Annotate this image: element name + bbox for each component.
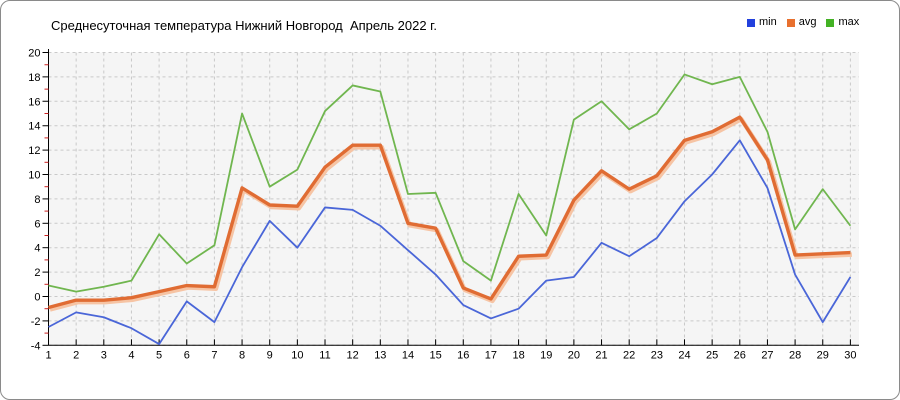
x-tick-label: 8: [239, 349, 245, 361]
y-tick-label: 12: [28, 145, 40, 157]
x-tick-label: 6: [184, 349, 190, 361]
x-tick-label: 7: [211, 349, 217, 361]
x-tick-label: 25: [706, 349, 718, 361]
y-tick-label: 4: [34, 243, 40, 255]
legend-swatch-avg: [786, 18, 795, 27]
legend-label-max: max: [838, 16, 860, 28]
x-tick-label: 10: [291, 349, 303, 361]
x-tick-label: 20: [568, 349, 580, 361]
legend: min avg max: [747, 16, 860, 28]
x-tick-label: 15: [429, 349, 441, 361]
x-tick-label: 28: [789, 349, 801, 361]
y-tick-label: 6: [34, 218, 40, 230]
legend-item-max: max: [826, 16, 860, 28]
min-line: [48, 139, 852, 345]
y-tick-label: 14: [28, 121, 40, 133]
x-tick-label: 22: [623, 349, 635, 361]
avg-line: [48, 115, 851, 310]
legend-item-avg: avg: [786, 16, 817, 28]
x-tick-label: 2: [73, 349, 79, 361]
legend-swatch-min: [747, 18, 755, 27]
x-tick-label: 26: [734, 349, 746, 361]
legend-swatch-max: [826, 18, 835, 27]
x-tick-label: 9: [267, 349, 273, 361]
x-tick-label: 29: [817, 349, 829, 361]
plot-area: [48, 52, 859, 346]
legend-label-avg: avg: [798, 16, 817, 28]
y-tick-label: 16: [28, 96, 40, 108]
y-tick-label: 20: [28, 48, 40, 60]
y-tick-label: 2: [34, 267, 40, 279]
x-tick-label: 18: [512, 349, 524, 361]
legend-label-min: min: [759, 16, 777, 28]
x-tick-label: 21: [595, 349, 607, 361]
x-tick-label: 17: [485, 349, 497, 361]
x-tick-label: 4: [128, 349, 134, 361]
y-tick-label: -2: [31, 316, 41, 328]
x-tick-label: 12: [347, 349, 359, 361]
x-tick-label: 14: [402, 349, 414, 361]
x-tick-label: 16: [457, 349, 469, 361]
x-tick-label: 1: [45, 349, 51, 361]
y-tick-label: -4: [31, 340, 41, 352]
x-tick-label: 11: [319, 349, 330, 361]
x-tick-label: 19: [540, 349, 552, 361]
y-tick-label: 0: [34, 292, 40, 304]
x-tick-label: 3: [101, 349, 107, 361]
x-tick-label: 23: [651, 349, 663, 361]
x-tick-label: 24: [678, 349, 690, 361]
x-tick-label: 5: [156, 349, 162, 361]
y-tick-label: 8: [34, 194, 40, 206]
max-line: [48, 73, 852, 293]
legend-item-min: min: [747, 16, 777, 28]
x-tick-label: 27: [761, 349, 773, 361]
x-tick-label: 13: [374, 349, 386, 361]
chart-title: Среднесуточная температура Нижний Новгор…: [51, 18, 437, 33]
x-tick-label: 30: [844, 349, 856, 361]
y-tick-label: 10: [28, 170, 40, 182]
y-tick-label: 18: [28, 72, 40, 84]
